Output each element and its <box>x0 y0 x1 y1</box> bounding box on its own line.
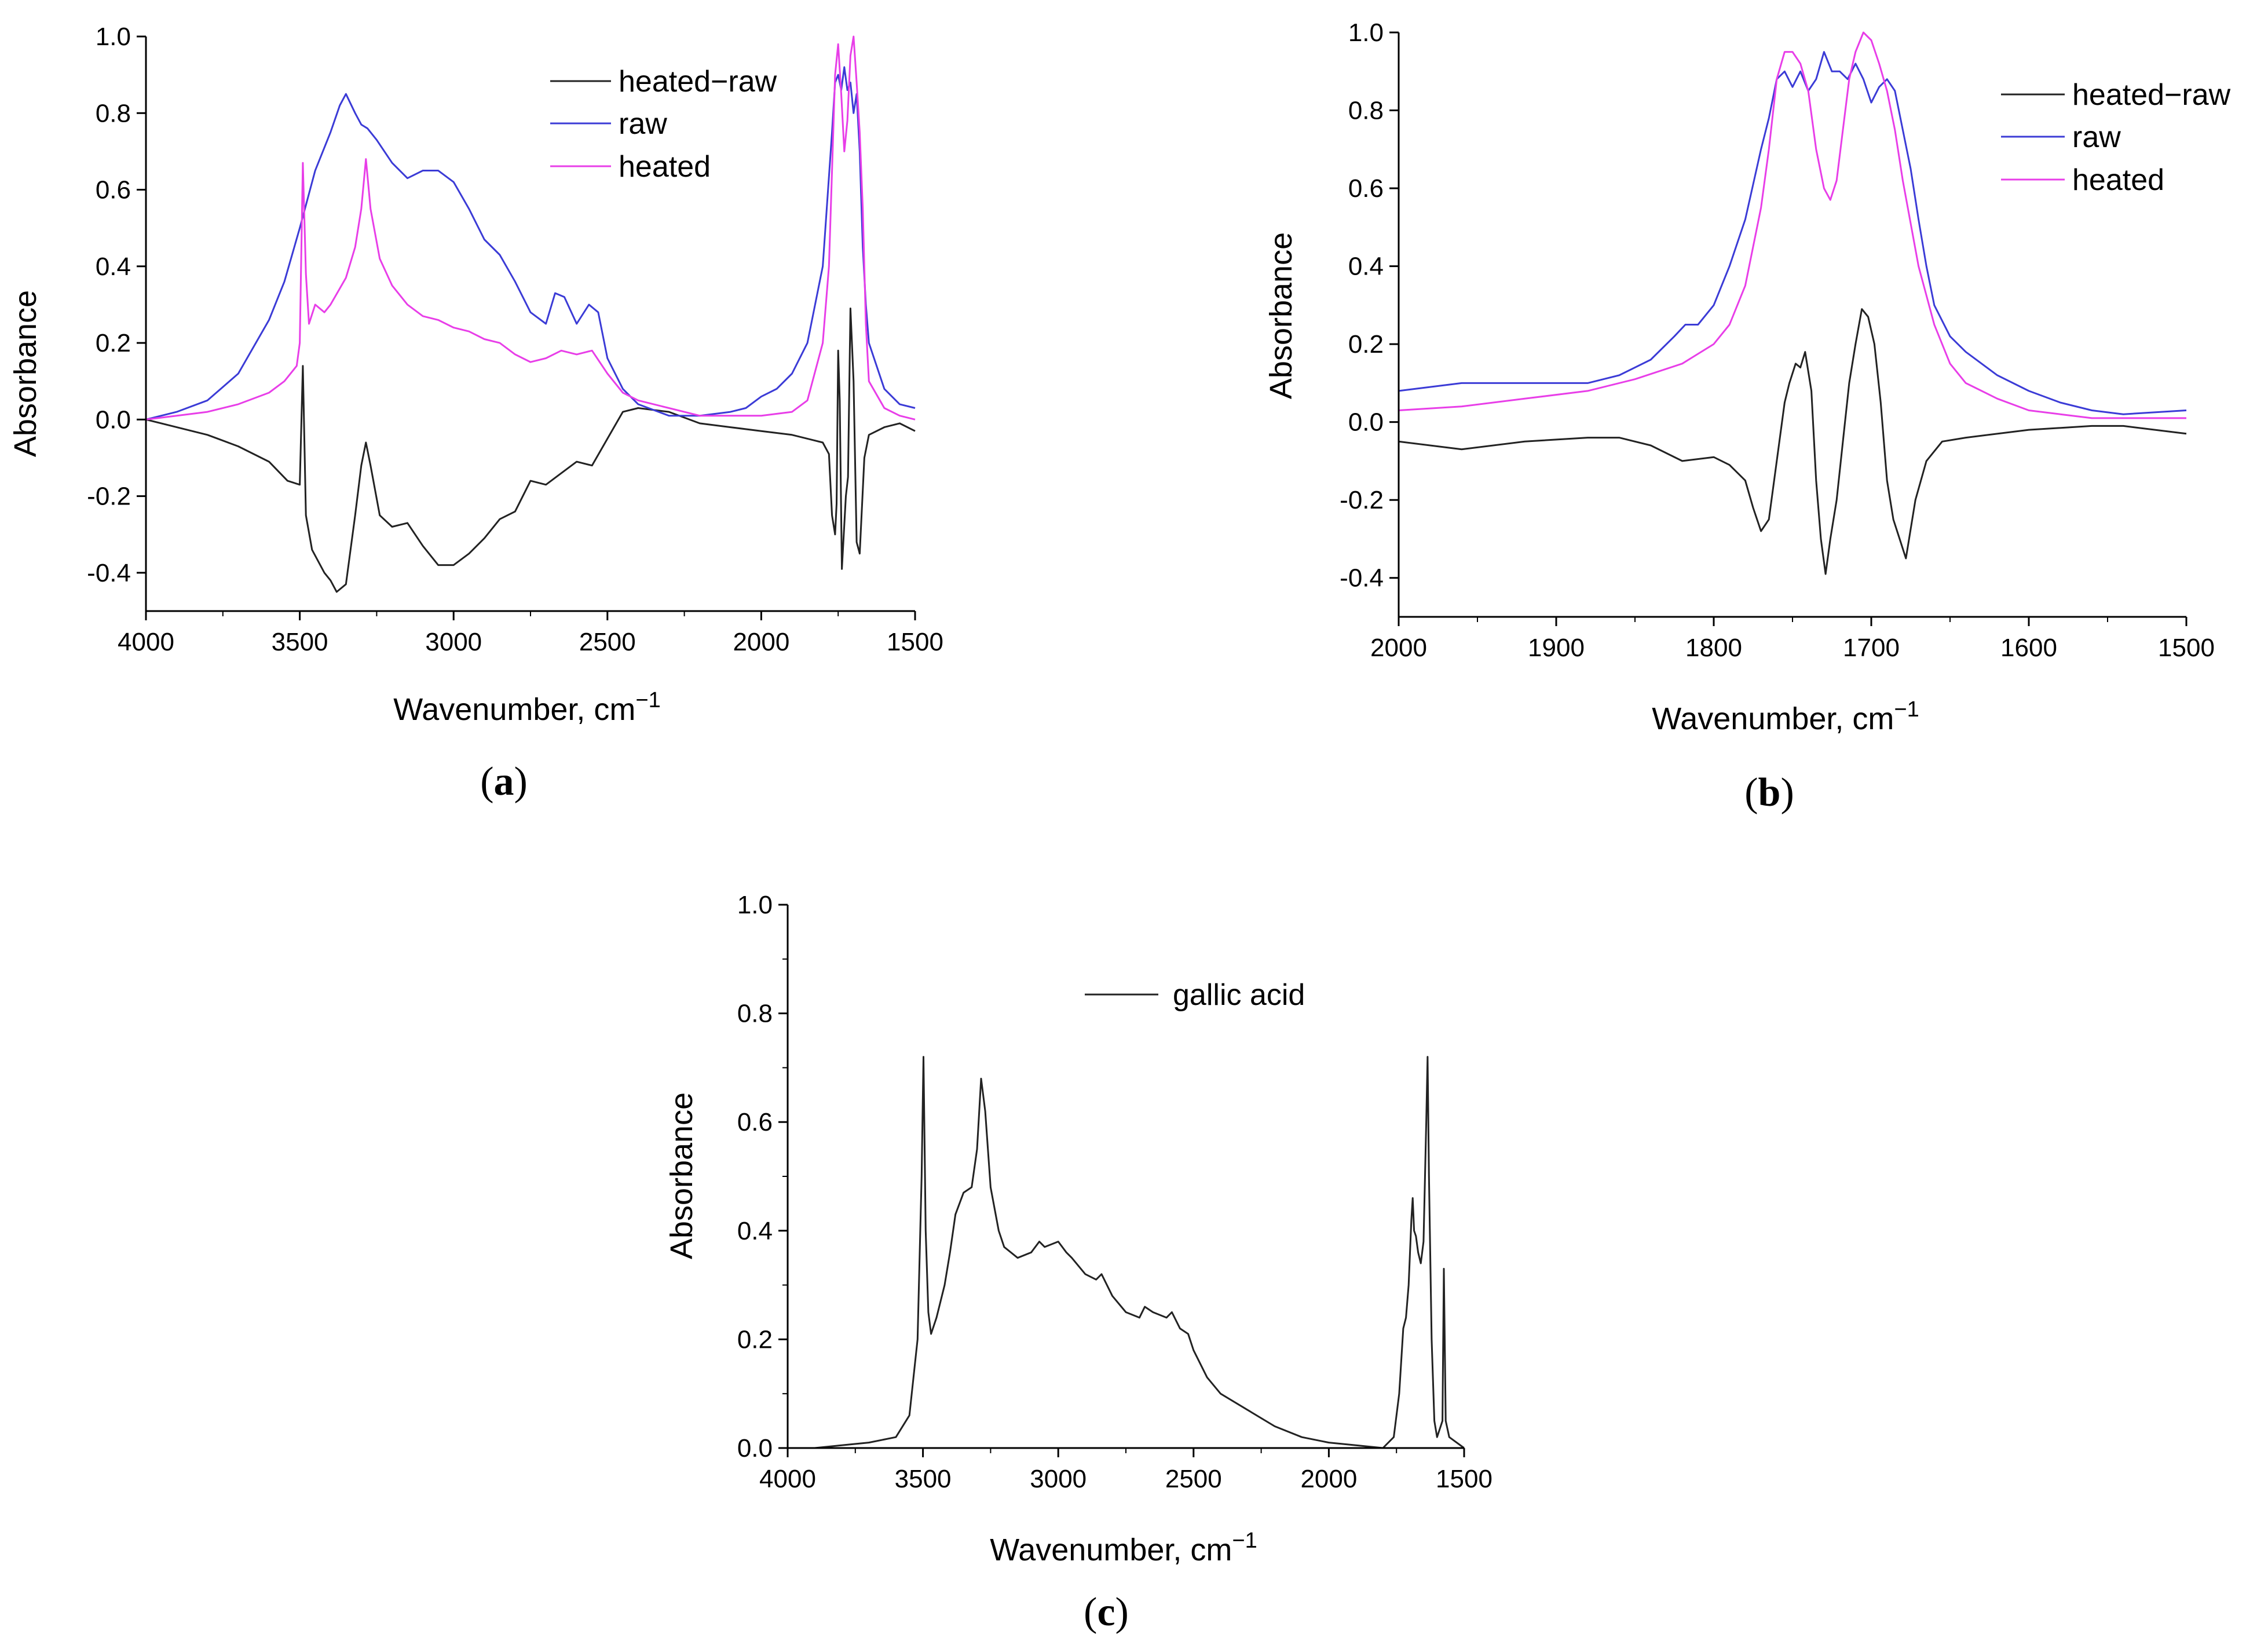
y-tick-label: 0.4 <box>96 253 131 281</box>
x-tick-label: 1500 <box>2158 634 2215 662</box>
panel-c-y-tick-labels: 1.0 0.8 0.6 0.4 0.2 0.0 <box>737 891 773 1462</box>
x-tick-label: 3000 <box>425 628 482 656</box>
panel-b-axes <box>1389 31 2187 626</box>
legend-label: heated <box>2072 163 2164 197</box>
y-tick-label: 1.0 <box>96 23 131 51</box>
y-tick-label: 0.0 <box>96 405 131 434</box>
panel-a-axes <box>137 35 916 620</box>
legend-label: heated−raw <box>2072 78 2231 112</box>
x-axis-label: Wavenumber, cm−1 <box>393 688 660 727</box>
panel-label-b: (b) <box>1744 770 1794 815</box>
panel-b-chart: 2000 1900 1800 1700 1600 1500 1.0 0.8 0.… <box>1264 19 2231 815</box>
series-line-heated <box>1398 31 2186 419</box>
y-tick-label: 1.0 <box>1348 19 1384 47</box>
panel-b-legend: heated−raw raw heated <box>2001 78 2231 197</box>
panel-c-axes <box>778 904 1465 1457</box>
panel-c-chart: 4000 3500 3000 2500 2000 1500 1.0 0.8 0.… <box>664 891 1493 1635</box>
series-line-heated <box>145 35 916 421</box>
panel-a-y-tick-labels: 1.0 0.8 0.6 0.4 0.2 0.0 -0.2 -0.4 <box>87 23 131 587</box>
legend-label: heated−raw <box>619 65 777 98</box>
y-axis-label: Absorbance <box>664 1092 699 1259</box>
panel-label-a: (a) <box>480 759 528 804</box>
y-tick-label: 0.6 <box>737 1108 773 1136</box>
x-tick-label: 1600 <box>2000 634 2057 662</box>
y-tick-label: 0.4 <box>737 1217 773 1245</box>
x-tick-label: 3500 <box>272 628 328 656</box>
x-tick-label: 2500 <box>1165 1465 1222 1493</box>
y-tick-label: 0.2 <box>737 1325 773 1354</box>
y-tick-label: 0.2 <box>96 329 131 357</box>
panel-a-plot-area <box>145 35 916 593</box>
x-tick-label: 4000 <box>118 628 174 656</box>
legend-label: raw <box>619 107 667 141</box>
panel-b-y-tick-labels: 1.0 0.8 0.6 0.4 0.2 0.0 -0.2 -0.4 <box>1340 19 1384 593</box>
y-tick-label: 0.8 <box>96 99 131 127</box>
y-tick-label: 0.0 <box>1348 408 1384 437</box>
x-axis-label: Wavenumber, cm−1 <box>1652 697 1919 736</box>
series-line-heated-raw <box>1398 308 2187 575</box>
panel-c-x-tick-labels: 4000 3500 3000 2500 2000 1500 <box>759 1465 1493 1493</box>
y-axis-label: Absorbance <box>1264 232 1298 399</box>
y-tick-label: -0.4 <box>1340 564 1384 593</box>
y-tick-label: -0.2 <box>1340 486 1384 514</box>
y-tick-label: 1.0 <box>737 891 773 919</box>
y-tick-label: 0.8 <box>737 1000 773 1028</box>
panel-b-plot-area <box>1398 31 2187 575</box>
legend-label: gallic acid <box>1173 978 1305 1012</box>
y-tick-label: 0.2 <box>1348 330 1384 359</box>
panel-a-legend: heated−raw raw heated <box>550 65 777 184</box>
legend-label: heated <box>619 150 711 184</box>
x-axis-label: Wavenumber, cm−1 <box>990 1529 1257 1567</box>
panel-label-c: (c) <box>1084 1590 1129 1635</box>
panel-b-x-tick-labels: 2000 1900 1800 1700 1600 1500 <box>1370 634 2215 662</box>
series-line-raw <box>1398 51 2187 415</box>
y-tick-label: 0.8 <box>1348 97 1384 125</box>
series-line-heated-raw <box>145 308 916 593</box>
y-tick-label: 0.4 <box>1348 253 1384 281</box>
y-tick-label: 0.6 <box>96 176 131 204</box>
y-tick-label: 0.0 <box>737 1434 773 1462</box>
x-tick-label: 2000 <box>1300 1465 1357 1493</box>
x-tick-label: 1500 <box>1436 1465 1493 1493</box>
series-line-raw <box>145 66 916 421</box>
x-tick-label: 4000 <box>759 1465 816 1493</box>
x-tick-label: 1500 <box>887 628 943 656</box>
x-tick-label: 2000 <box>733 628 789 656</box>
series-line-gallic-acid <box>788 1056 1465 1449</box>
panel-a-x-tick-labels: 4000 3500 3000 2500 2000 1500 <box>118 628 943 656</box>
x-tick-label: 2500 <box>579 628 636 656</box>
y-axis-label: Absorbance <box>8 290 43 457</box>
y-tick-label: 0.6 <box>1348 174 1384 203</box>
x-tick-label: 3000 <box>1030 1465 1087 1493</box>
x-tick-label: 3500 <box>895 1465 952 1493</box>
y-tick-label: -0.2 <box>87 482 131 511</box>
panel-c-plot-area <box>788 1056 1465 1449</box>
x-tick-label: 1800 <box>1685 634 1742 662</box>
x-tick-label: 1900 <box>1528 634 1585 662</box>
y-tick-label: -0.4 <box>87 559 131 587</box>
x-tick-label: 2000 <box>1370 634 1427 662</box>
legend-label: raw <box>2072 120 2121 154</box>
panel-a-chart: 4000 3500 3000 2500 2000 1500 1.0 0.8 0.… <box>8 23 943 804</box>
x-tick-label: 1700 <box>1843 634 1900 662</box>
panel-c-legend: gallic acid <box>1085 978 1305 1012</box>
